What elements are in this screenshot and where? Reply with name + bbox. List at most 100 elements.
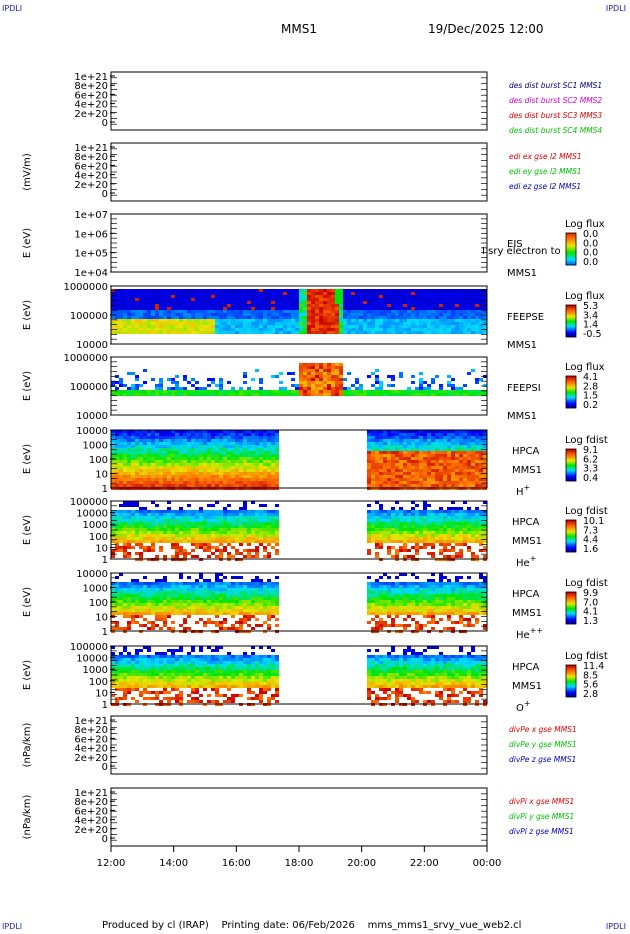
spectrogram-cell xyxy=(179,298,183,301)
spectrogram-cell xyxy=(335,325,339,328)
spectrogram-cell xyxy=(395,552,399,555)
spectrogram-cell xyxy=(323,328,327,331)
spectrogram-cell xyxy=(171,328,175,331)
spectrogram-cell xyxy=(251,501,255,504)
spectrogram-cell xyxy=(479,310,483,313)
spectrogram-cell xyxy=(435,463,439,466)
spectrogram-cell xyxy=(215,475,219,478)
spectrogram-cell xyxy=(303,381,307,384)
spectrogram-cell xyxy=(219,304,223,307)
spectrogram-cell xyxy=(255,519,259,522)
spectrogram-cell xyxy=(411,513,415,516)
spectrogram-cell xyxy=(287,316,291,319)
spectrogram-cell xyxy=(167,319,171,322)
colorbar-swatch xyxy=(566,385,576,387)
spectrogram-cell xyxy=(459,507,463,510)
spectrogram-cell xyxy=(175,433,179,436)
spectrogram-cell xyxy=(475,454,479,457)
spectrogram-cell xyxy=(123,304,127,307)
spectrogram-cell xyxy=(171,528,175,531)
spectrogram-cell xyxy=(399,460,403,463)
spectrogram-cell xyxy=(139,384,143,387)
spectrogram-cell xyxy=(459,448,463,451)
spectrogram-cell xyxy=(247,313,251,316)
colorbar-swatch xyxy=(566,250,576,252)
spectrogram-cell xyxy=(427,504,431,507)
spectrogram-cell xyxy=(407,525,411,528)
spectrogram-cell xyxy=(271,289,275,292)
spectrogram-cell xyxy=(231,328,235,331)
spectrogram-cell xyxy=(239,390,243,393)
spectrogram-cell xyxy=(339,393,343,396)
spectrogram-cell xyxy=(391,555,395,558)
spectrogram-cell xyxy=(391,390,395,393)
spectrogram-cell xyxy=(251,481,255,484)
spectrogram-cell xyxy=(255,313,259,316)
spectrogram-cell xyxy=(199,481,203,484)
spectrogram-cell xyxy=(327,366,331,369)
spectrogram-cell xyxy=(239,393,243,396)
spectrogram-cell xyxy=(259,313,263,316)
spectrogram-cell xyxy=(259,457,263,460)
spectrogram-cell xyxy=(151,609,155,612)
spectrogram-cell xyxy=(459,525,463,528)
spectrogram-cell xyxy=(195,472,199,475)
spectrogram-cell xyxy=(147,484,151,487)
spectrogram-cell xyxy=(163,463,167,466)
spectrogram-cell xyxy=(459,534,463,537)
spectrogram-cell xyxy=(303,295,307,298)
spectrogram-cell xyxy=(439,292,443,295)
spectrogram-cell xyxy=(123,393,127,396)
spectrogram-cell xyxy=(151,322,155,325)
spectrogram-cell xyxy=(379,292,383,295)
spectrogram-cell xyxy=(267,457,271,460)
y-tick-label: 10 xyxy=(95,470,108,481)
spectrogram-cell xyxy=(399,549,403,552)
spectrogram-cell xyxy=(179,325,183,328)
spectrogram-cell xyxy=(199,525,203,528)
spectrogram-cell xyxy=(451,384,455,387)
spectrogram-cell xyxy=(331,331,335,334)
spectrogram-cell xyxy=(363,316,367,319)
spectrogram-cell xyxy=(479,439,483,442)
spectrogram-cell xyxy=(391,295,395,298)
spectrogram-cell xyxy=(335,307,339,310)
colorbar-swatch xyxy=(566,237,576,239)
spectrogram-cell xyxy=(151,451,155,454)
spectrogram-cell xyxy=(163,519,167,522)
spectrogram-cell xyxy=(451,510,455,513)
spectrogram-cell xyxy=(187,504,191,507)
spectrogram-cell xyxy=(431,522,435,525)
spectrogram-cell xyxy=(319,325,323,328)
spectrogram-cell xyxy=(359,304,363,307)
spectrogram-cell xyxy=(331,372,335,375)
spectrogram-cell xyxy=(371,451,375,454)
spectrogram-cell xyxy=(167,537,171,540)
spectrogram-cell xyxy=(175,463,179,466)
spectrogram-cell xyxy=(259,531,263,534)
spectrogram-cell xyxy=(319,372,323,375)
spectrogram-cell xyxy=(375,552,379,555)
spectrogram-cell xyxy=(287,298,291,301)
spectrogram-cell xyxy=(159,594,163,597)
spectrogram-cell xyxy=(387,436,391,439)
spectrogram-cell xyxy=(243,555,247,558)
spectrogram-cell xyxy=(179,510,183,513)
spectrogram-cell xyxy=(367,460,371,463)
spectrogram-cell xyxy=(467,289,471,292)
spectrogram-cell xyxy=(227,448,231,451)
spectrogram-cell xyxy=(475,534,479,537)
spectrogram-cell xyxy=(115,588,119,591)
spectrogram-cell xyxy=(131,516,135,519)
spectrogram-cell xyxy=(207,460,211,463)
spectrogram-cell xyxy=(243,504,247,507)
spectrogram-cell xyxy=(475,381,479,384)
spectrogram-cell xyxy=(131,484,135,487)
spectrogram-cell xyxy=(159,484,163,487)
spectrogram-cell xyxy=(235,537,239,540)
spectrogram-cell xyxy=(223,457,227,460)
colorbar-swatch xyxy=(566,243,576,245)
spectrogram-cell xyxy=(251,307,255,310)
spectrogram-cell xyxy=(427,513,431,516)
